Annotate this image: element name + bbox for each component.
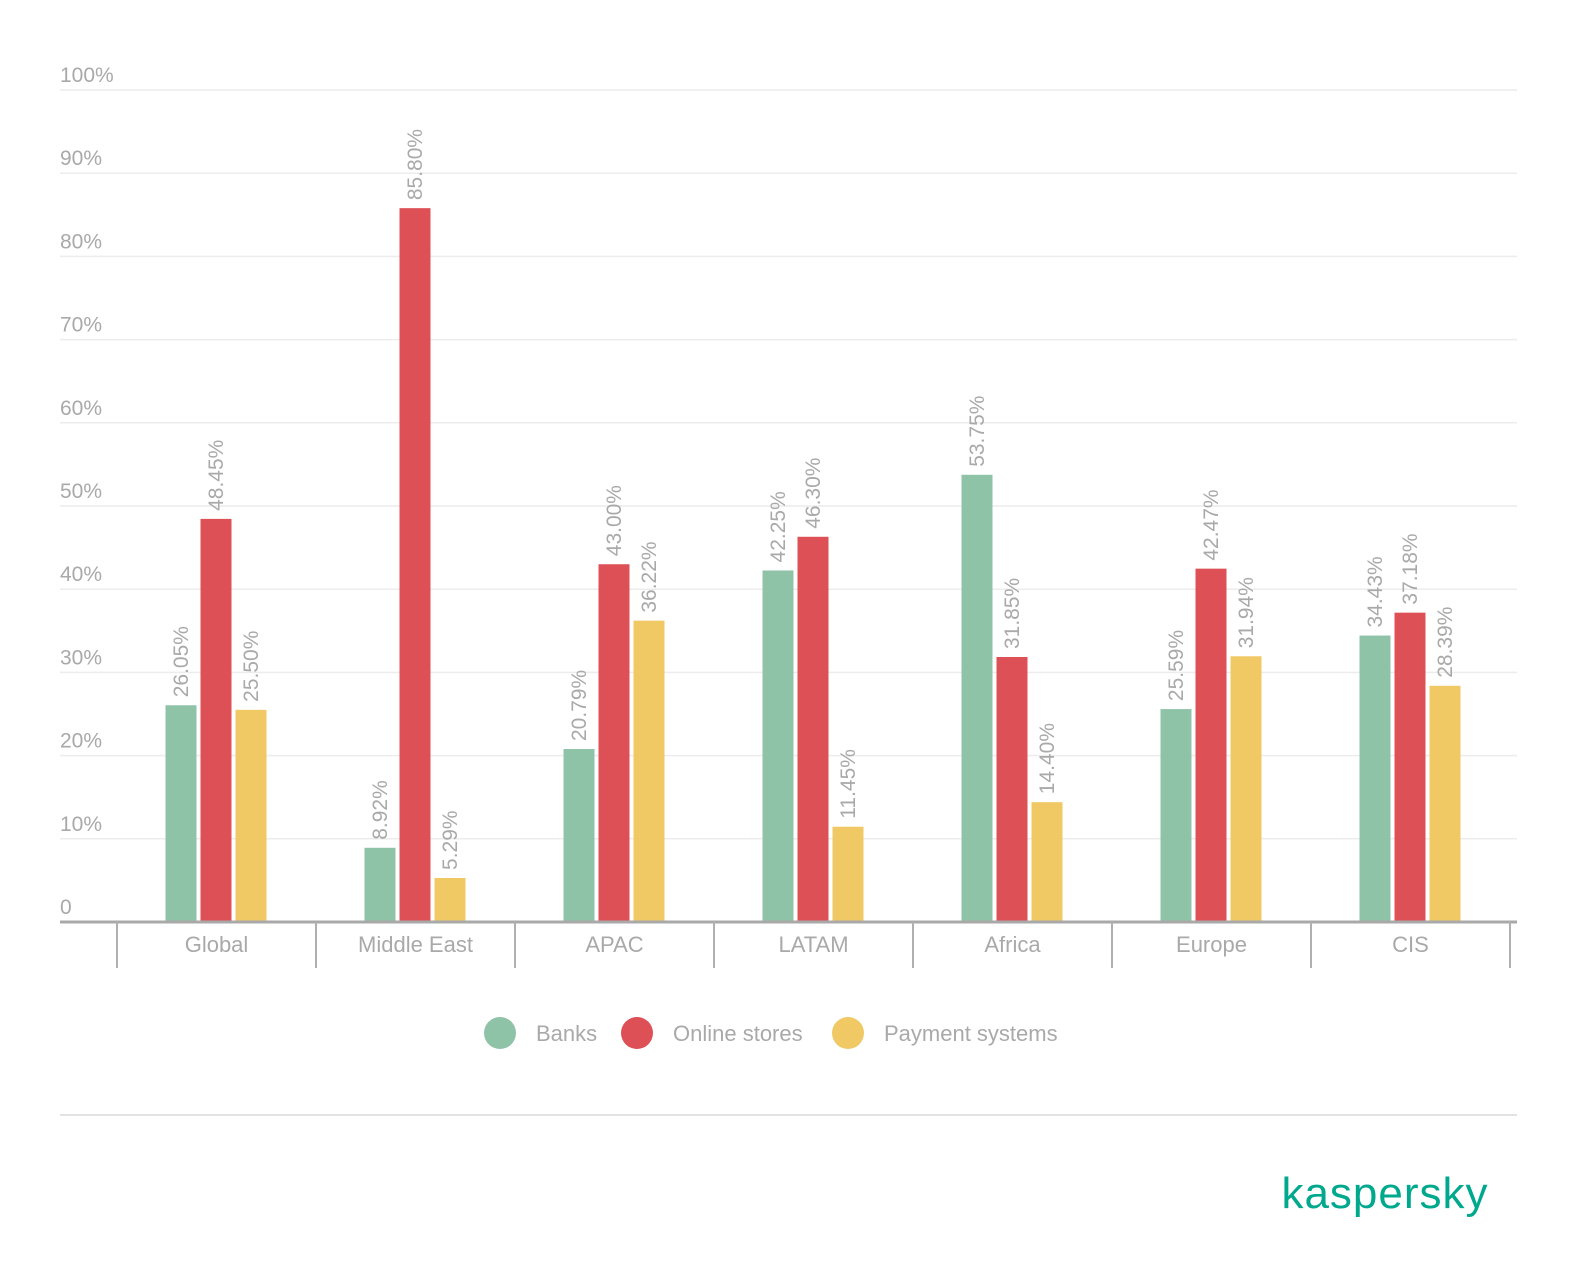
data-label: 85.80% — [404, 129, 427, 200]
x-tick-label: LATAM — [778, 932, 848, 957]
x-tick-label: CIS — [1392, 932, 1429, 957]
bar-online-stores — [598, 564, 630, 922]
bar-payment-systems — [832, 826, 864, 922]
data-label: 31.94% — [1235, 577, 1258, 648]
legend-marker — [832, 1017, 864, 1049]
data-label: 43.00% — [603, 485, 626, 556]
data-label: 46.30% — [802, 458, 825, 529]
y-tick-label: 0 — [60, 896, 72, 919]
data-label: 48.45% — [205, 440, 228, 511]
data-label: 25.59% — [1165, 630, 1188, 701]
y-tick-label: 10% — [60, 813, 102, 836]
y-tick-label: 90% — [60, 147, 102, 170]
legend-label: Banks — [536, 1021, 597, 1046]
data-label: 14.40% — [1036, 723, 1059, 794]
y-tick-label: 30% — [60, 646, 102, 669]
y-tick-label: 100% — [60, 64, 114, 87]
x-axis: Global Middle East APAC LATAM Africa Europe CI… — [60, 920, 1517, 968]
legend: Banks Online stores Payment systems — [484, 1017, 1058, 1049]
bar-banks — [165, 705, 197, 922]
data-label: 53.75% — [966, 396, 989, 467]
bar-online-stores — [1195, 568, 1227, 922]
bar-banks — [563, 749, 595, 922]
data-label: 5.29% — [439, 810, 462, 870]
bar-payment-systems — [434, 877, 466, 922]
legend-label: Payment systems — [884, 1021, 1058, 1046]
bar-payment-systems — [235, 709, 267, 922]
data-label: 11.45% — [837, 749, 860, 819]
data-label: 42.47% — [1200, 489, 1223, 560]
bar-payment-systems — [1429, 685, 1461, 922]
kaspersky-logo: kaspersky — [1281, 1169, 1488, 1218]
y-tick-label: 80% — [60, 230, 102, 253]
legend-label: Online stores — [673, 1021, 803, 1046]
bar-online-stores — [399, 208, 431, 923]
bar-banks — [1359, 635, 1391, 922]
bar-online-stores — [1394, 612, 1426, 922]
bar-payment-systems — [633, 620, 665, 922]
bar-payment-systems — [1230, 656, 1262, 922]
bar-online-stores — [797, 536, 829, 922]
y-tick-label: 40% — [60, 563, 102, 586]
bar-banks — [762, 570, 794, 922]
bar-banks — [364, 847, 396, 922]
bar-online-stores — [996, 657, 1028, 922]
x-tick-label: Global — [185, 932, 249, 957]
y-tick-label: 50% — [60, 480, 102, 503]
bar-payment-systems — [1031, 802, 1063, 922]
data-label: 8.92% — [369, 780, 392, 840]
x-tick-label: Middle East — [358, 932, 473, 957]
legend-marker — [621, 1017, 653, 1049]
data-label: 42.25% — [767, 491, 790, 562]
data-label: 37.18% — [1399, 533, 1422, 604]
bar-online-stores — [200, 518, 232, 922]
y-tick-label: 70% — [60, 314, 102, 337]
x-tick-label: Europe — [1176, 932, 1247, 957]
data-label: 31.85% — [1001, 578, 1024, 649]
data-label: 36.22% — [638, 541, 661, 612]
bar-banks — [1160, 709, 1192, 922]
y-tick-label: 20% — [60, 730, 102, 753]
data-label: 28.39% — [1434, 607, 1457, 678]
data-label: 25.50% — [240, 631, 263, 702]
bars: 26.05% 48.45% 25.50% 8.92% 85.80% 5.29% 20.79%… — [165, 129, 1461, 923]
grid: 0 10% 20% 30% 40% 50% 60% 70% 80% 90% 100% — [60, 64, 1517, 919]
y-tick-label: 60% — [60, 397, 102, 420]
data-label: 34.43% — [1364, 556, 1387, 627]
data-label: 26.05% — [170, 626, 193, 697]
bar-banks — [961, 474, 993, 922]
data-label: 20.79% — [568, 670, 591, 741]
x-tick-label: APAC — [585, 932, 643, 957]
legend-marker — [484, 1017, 516, 1049]
x-tick-label: Africa — [984, 932, 1041, 957]
